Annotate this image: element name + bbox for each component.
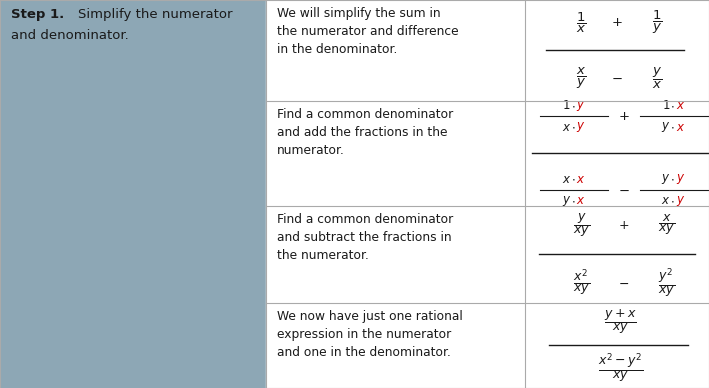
Text: $\dfrac{y+x}{xy}$: $\dfrac{y+x}{xy}$ bbox=[604, 308, 637, 336]
Text: $\cdot$: $\cdot$ bbox=[670, 121, 675, 134]
Text: $+$: $+$ bbox=[618, 218, 630, 232]
Text: $1$: $1$ bbox=[661, 99, 670, 112]
Text: $y$: $y$ bbox=[576, 99, 586, 113]
Text: $\cdot$: $\cdot$ bbox=[571, 121, 576, 134]
Text: $y$: $y$ bbox=[661, 172, 671, 186]
Text: $x$: $x$ bbox=[676, 121, 685, 134]
Text: We will simplify the sum in
the numerator and difference
in the denominator.: We will simplify the sum in the numerato… bbox=[277, 7, 458, 56]
Text: We now have just one rational
expression in the numerator
and one in the denomin: We now have just one rational expression… bbox=[277, 310, 462, 359]
Text: $\cdot$: $\cdot$ bbox=[670, 194, 675, 208]
Text: $x$: $x$ bbox=[562, 121, 571, 134]
Text: $\dfrac{1}{x}$: $\dfrac{1}{x}$ bbox=[576, 10, 587, 35]
Text: $\cdot$: $\cdot$ bbox=[670, 173, 675, 186]
Text: $y$: $y$ bbox=[576, 120, 586, 134]
Text: $y$: $y$ bbox=[661, 120, 671, 134]
Text: $-$: $-$ bbox=[618, 184, 630, 197]
Text: $\cdot$: $\cdot$ bbox=[571, 173, 576, 186]
Text: and denominator.: and denominator. bbox=[11, 29, 128, 42]
Text: Step 1.: Step 1. bbox=[11, 8, 64, 21]
Text: $\dfrac{x}{y}$: $\dfrac{x}{y}$ bbox=[576, 66, 586, 91]
Text: $\cdot$: $\cdot$ bbox=[571, 99, 576, 112]
Text: $\cdot$: $\cdot$ bbox=[670, 99, 675, 112]
Text: $x$: $x$ bbox=[576, 173, 586, 186]
Text: Find a common denominator
and subtract the fractions in
the numerator.: Find a common denominator and subtract t… bbox=[277, 213, 453, 262]
Text: $\cdot$: $\cdot$ bbox=[571, 194, 576, 208]
Text: $+$: $+$ bbox=[618, 110, 630, 123]
Bar bbox=[266, 0, 709, 388]
Text: $\dfrac{x^2}{xy}$: $\dfrac{x^2}{xy}$ bbox=[573, 268, 590, 298]
Text: Find a common denominator
and add the fractions in the
numerator.: Find a common denominator and add the fr… bbox=[277, 108, 453, 157]
Text: $y$: $y$ bbox=[676, 194, 685, 208]
Text: $x$: $x$ bbox=[562, 173, 571, 186]
Text: $\dfrac{y^2}{xy}$: $\dfrac{y^2}{xy}$ bbox=[658, 267, 675, 300]
Text: Simplify the numerator: Simplify the numerator bbox=[78, 8, 233, 21]
Bar bbox=[0, 0, 266, 388]
Text: $-$: $-$ bbox=[611, 72, 623, 85]
Text: $1$: $1$ bbox=[562, 99, 571, 112]
Text: $\dfrac{x}{xy}$: $\dfrac{x}{xy}$ bbox=[658, 213, 675, 237]
Text: $x$: $x$ bbox=[576, 194, 586, 208]
Text: $y$: $y$ bbox=[676, 172, 685, 186]
Text: $\dfrac{x^2-y^2}{xy}$: $\dfrac{x^2-y^2}{xy}$ bbox=[598, 352, 643, 385]
Text: $\dfrac{y}{x}$: $\dfrac{y}{x}$ bbox=[652, 66, 662, 91]
Text: $y$: $y$ bbox=[562, 194, 571, 208]
Text: $x$: $x$ bbox=[676, 99, 685, 112]
Text: $+$: $+$ bbox=[611, 16, 623, 29]
Text: $-$: $-$ bbox=[618, 277, 630, 290]
Text: $\dfrac{y}{xy}$: $\dfrac{y}{xy}$ bbox=[573, 211, 590, 239]
Text: $\dfrac{1}{y}$: $\dfrac{1}{y}$ bbox=[652, 9, 663, 36]
Text: $x$: $x$ bbox=[661, 194, 671, 208]
